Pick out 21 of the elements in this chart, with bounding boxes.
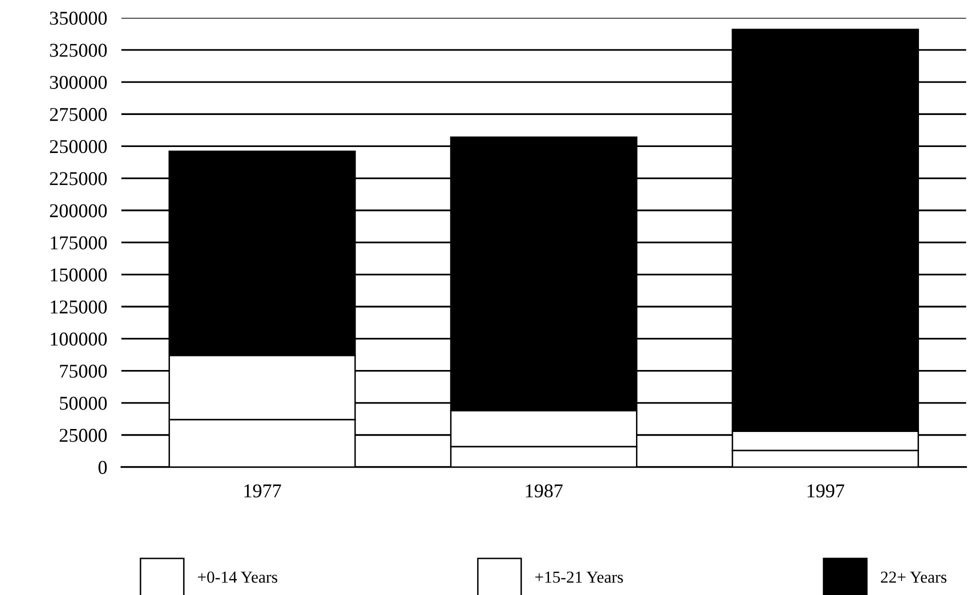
legend-label: +15-21 Years	[535, 572, 623, 583]
y-tick-label: 150000	[50, 268, 107, 282]
y-tick-label: 250000	[50, 140, 107, 154]
y-tick-label: 350000	[50, 12, 107, 25]
y-tick-label: 225000	[50, 172, 107, 186]
y-tick-label: 0	[98, 460, 107, 474]
legend-label: +0-14 Years	[198, 572, 278, 583]
x-tick-label: 1997	[808, 484, 844, 498]
x-tick-label: 1987	[526, 484, 563, 498]
y-tick-label: 100000	[50, 332, 107, 346]
y-tick-label: 75000	[60, 364, 107, 378]
y-tick-label: 200000	[50, 204, 107, 218]
x-tick-label: 1977	[244, 484, 282, 498]
y-tick-label: 50000	[60, 396, 107, 410]
y-tick-label: 175000	[50, 236, 107, 250]
y-tick-label: 275000	[50, 108, 107, 122]
y-tick-label: 25000	[60, 428, 107, 442]
legend-label: 22+ Years	[880, 572, 946, 583]
y-tick-label: 325000	[50, 44, 107, 57]
y-tick-label: 125000	[50, 300, 107, 314]
y-tick-label: 300000	[50, 76, 107, 89]
